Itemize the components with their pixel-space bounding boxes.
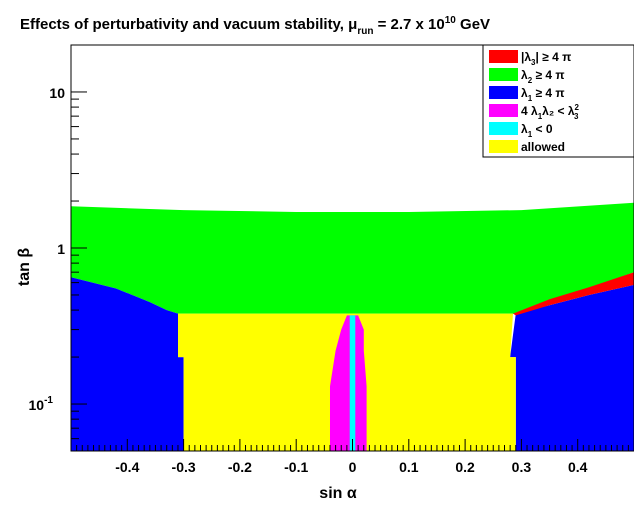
region-lambda1-ge-4pi-left	[71, 277, 184, 451]
legend-tail: ≥ 4 π	[532, 86, 564, 100]
legend-label-lambda1-ge-4pi: λ1 ≥ 4 π	[521, 86, 565, 103]
x-tick-label: -0.1	[284, 459, 308, 475]
legend-swatch-vacuum-condition	[489, 104, 518, 117]
chart-title: Effects of perturbativity and vacuum sta…	[20, 15, 490, 37]
y-tick-label-base: 10	[49, 85, 65, 101]
legend-tail: ≥ 4 π	[532, 68, 564, 82]
y-tick-label: 1	[57, 241, 65, 257]
chart-title-sub: run	[357, 26, 373, 37]
y-axis-label: tan β	[16, 248, 33, 286]
region-lambda3-abs-ge-4pi	[513, 272, 634, 316]
legend-subscript-2: 3	[574, 112, 579, 121]
legend: |λ3| ≥ 4 πλ2 ≥ 4 πλ1 ≥ 4 π 4 λ1λ₂ < λ2 3λ…	[482, 44, 634, 158]
legend-label-lambda2-ge-4pi: λ2 ≥ 4 π	[521, 68, 565, 85]
region-lambda1-ge-4pi-right	[510, 284, 634, 451]
chart-title-main: Effects of perturbativity and vacuum sta…	[20, 16, 357, 33]
legend-superscript: 2	[575, 103, 580, 112]
x-axis-label: sin α	[319, 485, 357, 502]
x-tick-label: 0.4	[568, 459, 588, 475]
region-lambda2-ge-4pi	[71, 202, 634, 314]
y-tick-label-base: 1	[57, 241, 65, 257]
chart-title-tail-b: GeV	[456, 16, 490, 33]
x-tick-label: 0	[349, 459, 357, 475]
legend-text: λ	[521, 122, 528, 136]
legend-box	[482, 44, 634, 158]
legend-subscript: 3	[531, 58, 536, 67]
x-tick-label: 0.1	[399, 459, 419, 475]
legend-text: |λ	[521, 50, 531, 64]
legend-text: λ	[521, 86, 528, 100]
legend-subscript: 2	[528, 76, 533, 85]
legend-tail: λ₂ < λ	[542, 104, 575, 118]
x-tick-label: 0.2	[455, 459, 475, 475]
legend-swatch-lambda2-ge-4pi	[489, 68, 518, 81]
y-tick-label-base: 10	[29, 397, 45, 413]
legend-label-lambda3-abs-ge-4pi: |λ3| ≥ 4 π	[521, 50, 571, 67]
legend-text: λ	[521, 68, 528, 82]
legend-label-allowed: allowed	[521, 140, 565, 154]
x-tick-label: -0.3	[172, 459, 196, 475]
chart-title-sup: 10	[445, 15, 457, 26]
legend-tail: < 0	[532, 122, 553, 136]
legend-label-vacuum-condition: 4 λ1λ₂ < λ2 3	[521, 103, 580, 121]
legend-swatch-lambda3-abs-ge-4pi	[489, 50, 518, 63]
legend-tail: | ≥ 4 π	[535, 50, 571, 64]
region-lambda1-lt-0	[349, 315, 356, 451]
legend-swatch-lambda1-lt-0	[489, 122, 518, 135]
legend-subscript: 1	[528, 130, 533, 139]
y-tick-label: 10	[49, 85, 65, 101]
x-tick-label: 0.3	[512, 459, 532, 475]
x-tick-label: -0.4	[115, 459, 139, 475]
region-vacuum-condition	[330, 315, 367, 451]
x-tick-label: -0.2	[228, 459, 252, 475]
y-tick-label: 10-1	[29, 395, 54, 413]
legend-subscript: 1	[528, 94, 533, 103]
legend-label-lambda1-lt-0: λ1 < 0	[521, 122, 553, 139]
legend-swatch-lambda1-ge-4pi	[489, 86, 518, 99]
legend-subscript: 1	[538, 112, 543, 121]
legend-text: allowed	[521, 140, 565, 154]
chart-title-tail-a: = 2.7 x 10	[373, 16, 444, 33]
y-tick-label-exponent: -1	[44, 395, 53, 406]
legend-text: 4 λ	[521, 104, 538, 118]
regions-layer	[71, 202, 634, 451]
legend-swatch-allowed	[489, 140, 518, 153]
